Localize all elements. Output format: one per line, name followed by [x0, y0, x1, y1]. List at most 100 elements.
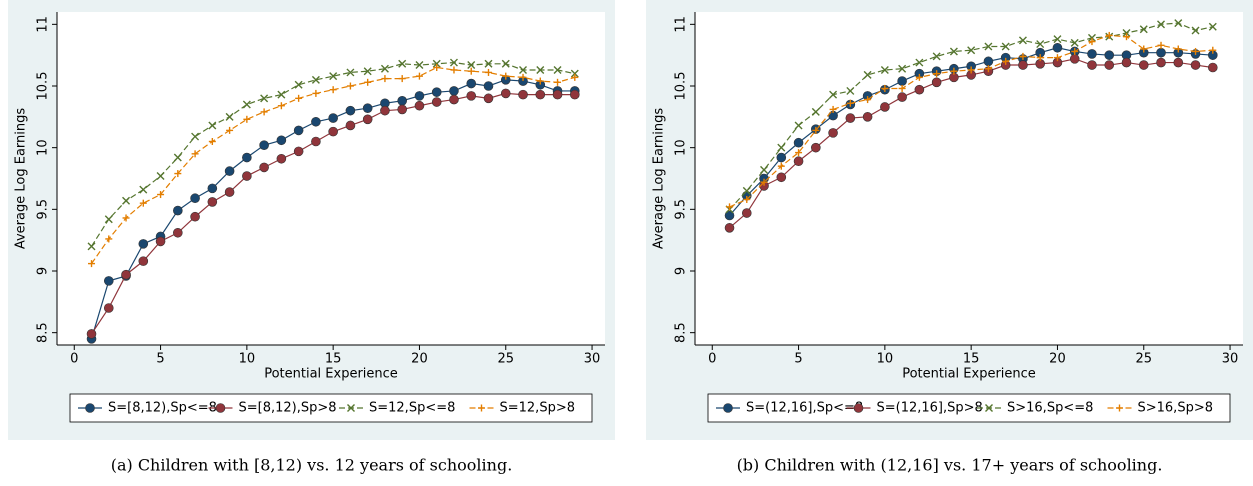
marker: [794, 121, 803, 130]
marker: [1105, 31, 1113, 39]
y-tick-label: 9: [674, 267, 689, 275]
y-tick-label: 9: [36, 267, 51, 275]
marker: [1174, 45, 1182, 53]
marker: [432, 59, 441, 68]
marker: [450, 66, 458, 74]
marker: [173, 227, 183, 238]
marker-stroke: [1036, 40, 1045, 49]
x-axis-label: Potential Experience: [264, 367, 398, 382]
marker: [1087, 60, 1097, 70]
marker: [362, 114, 373, 125]
marker: [777, 143, 786, 152]
legend-label: S>16,Sp<=8: [1007, 401, 1093, 416]
marker: [345, 120, 356, 131]
marker-stroke: [415, 61, 424, 70]
marker-stroke: [570, 69, 579, 78]
marker-stroke: [346, 68, 355, 77]
marker: [760, 178, 768, 186]
marker: [414, 91, 425, 101]
marker: [1087, 33, 1096, 42]
marker: [208, 138, 216, 145]
x-tick-label: 30: [584, 352, 601, 367]
y-tick-label: 8.5: [674, 322, 689, 343]
caption: (a) Children with [8,12) vs. 12 years of…: [111, 456, 513, 475]
marker: [933, 70, 941, 78]
marker: [743, 195, 751, 203]
marker: [897, 92, 907, 102]
marker-stroke: [915, 58, 924, 67]
marker: [104, 215, 113, 224]
x-tick-label: 30: [1222, 352, 1239, 367]
marker: [259, 162, 269, 173]
plot-area: [57, 12, 605, 345]
marker-stroke: [985, 404, 993, 412]
marker: [242, 152, 252, 163]
marker: [156, 172, 165, 181]
x-tick-label: 10: [877, 352, 894, 367]
marker: [1104, 50, 1115, 60]
legend-label: S=12,Sp<=8: [369, 401, 455, 416]
marker: [1036, 40, 1045, 49]
marker: [277, 102, 285, 110]
marker: [724, 210, 735, 221]
marker: [86, 329, 97, 339]
marker: [812, 126, 820, 134]
marker: [293, 146, 304, 157]
y-tick-label: 9.5: [36, 199, 51, 220]
marker: [915, 58, 924, 67]
series-line: [729, 22, 1213, 210]
marker: [1174, 19, 1183, 28]
marker: [915, 73, 923, 81]
marker-stroke: [277, 90, 286, 99]
marker-stroke: [432, 59, 441, 68]
marker-stroke: [260, 94, 269, 103]
marker: [311, 116, 321, 127]
marker-stroke: [398, 59, 407, 68]
marker-stroke: [329, 72, 338, 81]
marker: [1121, 57, 1132, 68]
marker-stroke: [363, 67, 372, 76]
caption: (b) Children with (12,16] vs. 17+ years …: [737, 456, 1163, 475]
marker: [898, 64, 907, 73]
marker: [103, 303, 114, 313]
marker: [467, 61, 476, 70]
marker: [1157, 20, 1166, 29]
x-tick-label: 20: [411, 352, 428, 367]
marker: [1001, 42, 1010, 51]
marker: [398, 59, 407, 68]
marker: [1138, 60, 1149, 70]
marker: [1173, 57, 1184, 68]
marker: [1209, 46, 1217, 54]
marker: [1191, 26, 1200, 35]
legend-marker: [478, 404, 485, 412]
marker: [1190, 60, 1201, 70]
y-tick-label: 11: [674, 16, 689, 33]
marker-stroke: [139, 185, 148, 194]
marker: [811, 107, 820, 116]
marker: [466, 91, 477, 101]
legend-marker: [85, 403, 95, 413]
y-tick-label: 10: [674, 139, 689, 156]
marker: [1053, 35, 1062, 44]
marker-stroke: [829, 90, 838, 99]
marker: [536, 77, 544, 85]
marker: [864, 96, 872, 104]
marker: [777, 162, 785, 170]
marker: [449, 86, 459, 96]
marker: [431, 87, 442, 97]
marker: [881, 84, 889, 92]
marker: [950, 67, 958, 75]
marker-stroke: [173, 153, 182, 162]
marker: [1070, 38, 1079, 47]
marker: [431, 97, 442, 107]
marker: [846, 86, 855, 95]
marker: [863, 70, 872, 79]
marker: [569, 89, 580, 100]
marker-stroke: [122, 196, 131, 205]
x-tick-label: 15: [963, 352, 980, 367]
marker-stroke: [967, 46, 976, 55]
marker-stroke: [104, 215, 113, 224]
marker: [932, 52, 941, 61]
marker-stroke: [1191, 26, 1200, 35]
